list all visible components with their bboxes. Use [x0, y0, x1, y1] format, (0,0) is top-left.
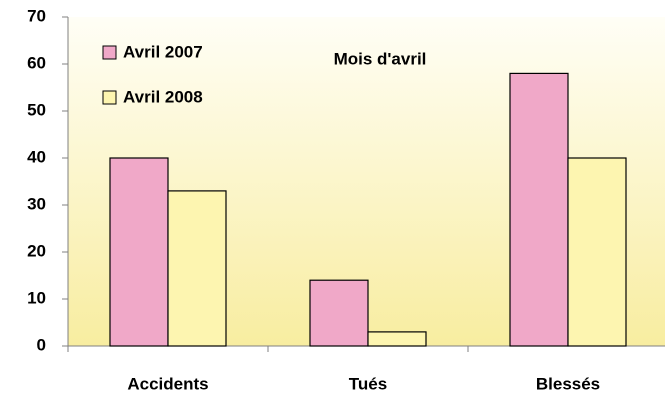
chart-title: Mois d'avril [334, 49, 427, 68]
y-tick-label: 40 [27, 147, 46, 166]
y-tick-label: 10 [27, 288, 46, 307]
x-tick-label: Tués [349, 374, 387, 393]
legend-swatch [102, 45, 117, 60]
legend-label: Avril 2007 [123, 42, 203, 61]
bar [309, 279, 369, 347]
y-tick-label: 20 [27, 241, 46, 260]
bar [509, 72, 569, 347]
bar [109, 157, 169, 347]
bar [567, 157, 627, 347]
y-tick-label: 70 [27, 6, 46, 25]
bar [167, 190, 227, 347]
legend-swatch [102, 90, 117, 105]
legend-label: Avril 2008 [123, 87, 203, 106]
y-tick-label: 30 [27, 194, 46, 213]
y-tick-label: 50 [27, 100, 46, 119]
x-tick-label: Blessés [536, 374, 600, 393]
y-tick-label: 0 [37, 335, 46, 354]
y-tick-label: 60 [27, 53, 46, 72]
bar [367, 331, 427, 347]
x-tick-label: Accidents [127, 374, 208, 393]
